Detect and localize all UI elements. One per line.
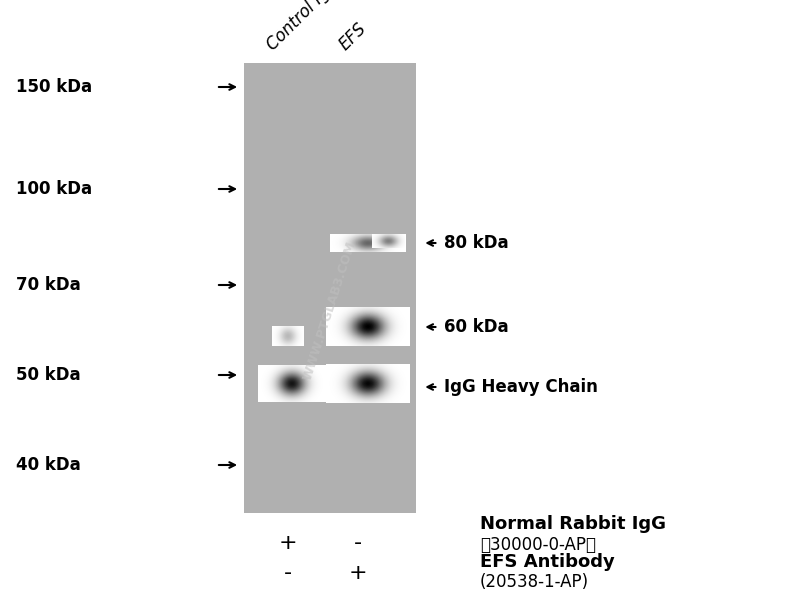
Text: 150 kDa: 150 kDa (16, 78, 92, 96)
Text: 100 kDa: 100 kDa (16, 180, 92, 198)
Text: WWW.PTGLAB3.COM: WWW.PTGLAB3.COM (302, 239, 358, 382)
Bar (244, 63, 416, 513)
Text: IgG Heavy Chain: IgG Heavy Chain (444, 378, 598, 396)
Text: 50 kDa: 50 kDa (16, 366, 81, 384)
Text: （30000-0-AP）: （30000-0-AP） (480, 536, 596, 554)
Text: EFS: EFS (335, 20, 370, 54)
Text: 60 kDa: 60 kDa (444, 318, 509, 336)
Text: +: + (349, 563, 368, 583)
Text: Control IgG: Control IgG (263, 0, 342, 54)
Text: 40 kDa: 40 kDa (16, 456, 81, 474)
Text: Normal Rabbit IgG: Normal Rabbit IgG (480, 515, 666, 533)
Text: -: - (284, 563, 292, 583)
Text: -: - (354, 533, 362, 553)
Text: EFS Antibody: EFS Antibody (480, 553, 614, 571)
Text: 70 kDa: 70 kDa (16, 276, 81, 294)
Text: +: + (278, 533, 298, 553)
Text: (20538-1-AP): (20538-1-AP) (480, 573, 589, 591)
Text: 80 kDa: 80 kDa (444, 234, 509, 252)
